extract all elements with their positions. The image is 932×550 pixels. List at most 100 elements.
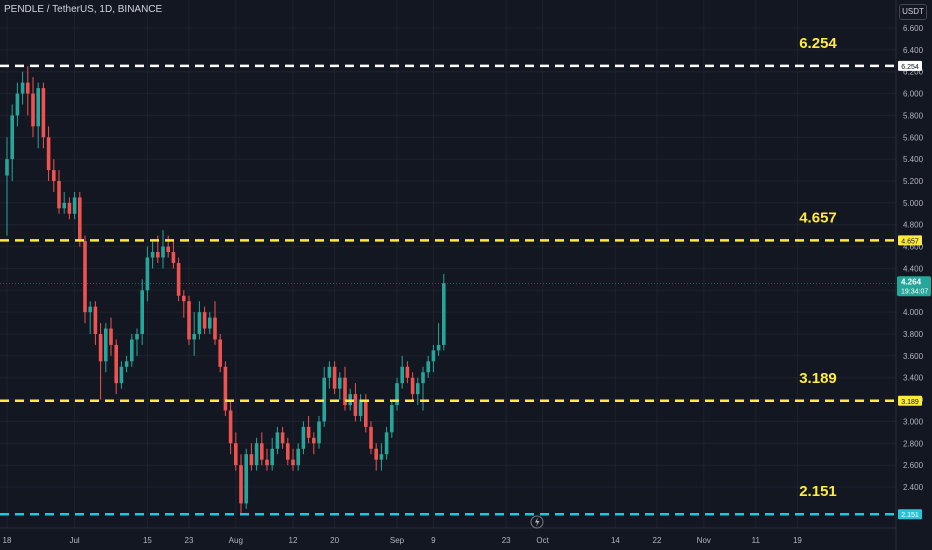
candle-body	[379, 454, 384, 460]
candle	[135, 328, 139, 356]
price-tick-label: 6.600	[903, 24, 924, 33]
candle-body	[249, 454, 254, 466]
candle-body	[119, 366, 124, 384]
candle	[317, 415, 321, 449]
price-tick-label: 2.400	[903, 483, 924, 492]
candle-body	[83, 241, 87, 313]
candle	[395, 377, 399, 411]
candle	[353, 383, 358, 422]
candle-body	[130, 339, 134, 362]
current-price-tag	[897, 276, 931, 297]
price-tick-label: 5.400	[903, 155, 924, 164]
candle-body	[364, 399, 368, 427]
candle	[239, 454, 243, 515]
candle-body	[104, 328, 108, 362]
candle-body	[72, 197, 77, 214]
time-tick-label: 23	[185, 536, 194, 545]
candle	[192, 312, 196, 356]
candle	[369, 421, 373, 455]
candle-body	[140, 290, 144, 334]
price-tick-label: 5.600	[903, 133, 924, 142]
candle-body	[10, 115, 14, 160]
price-tick-label: 3.000	[903, 417, 924, 426]
price-tick-label: 4.400	[903, 264, 924, 273]
candle	[166, 235, 170, 258]
candle-body	[36, 88, 40, 127]
candle-body	[57, 181, 61, 209]
candle-body	[46, 137, 51, 171]
candle	[124, 355, 129, 373]
candle-body	[62, 202, 66, 209]
candle	[176, 257, 181, 302]
candle-body	[265, 459, 269, 466]
candle-body	[20, 82, 25, 94]
candle-body	[358, 399, 363, 416]
candle	[343, 366, 347, 411]
price-tick-label: 4.000	[903, 308, 924, 317]
candle	[130, 334, 134, 367]
price-tick-label: 2.600	[903, 461, 924, 470]
candle	[223, 361, 228, 416]
candle	[358, 394, 363, 422]
candle-body	[52, 170, 56, 181]
candle-body	[254, 443, 259, 466]
candle	[265, 448, 269, 471]
time-tick-label: 18	[3, 536, 12, 545]
countdown-label: 19:34:07	[901, 288, 928, 295]
candles	[5, 66, 446, 515]
candle	[332, 361, 337, 395]
time-tick-label: Aug	[229, 536, 243, 545]
time-tick-label: 20	[330, 536, 339, 545]
candle-body	[332, 366, 337, 389]
level-axis-label: 4.657	[901, 238, 919, 245]
currency-unit-button[interactable]: USDT	[899, 4, 927, 20]
candle-body	[301, 426, 306, 449]
candle	[26, 66, 30, 116]
candle	[150, 241, 155, 269]
candle-body	[405, 366, 410, 378]
candle-body	[426, 361, 430, 373]
time-tick-label: 14	[611, 536, 620, 545]
candle	[338, 372, 342, 400]
candle-body	[5, 159, 9, 176]
time-tick-label: Jul	[69, 536, 79, 545]
candle	[306, 415, 311, 444]
lightning-icon	[535, 517, 540, 527]
candle	[78, 191, 82, 247]
candle	[286, 437, 290, 466]
candle	[62, 191, 66, 214]
candle	[436, 323, 441, 356]
price-tick-label: 6.200	[903, 68, 924, 77]
candle-body	[187, 301, 191, 340]
candle-body	[176, 262, 181, 296]
candle-body	[114, 344, 118, 384]
candle	[244, 448, 248, 509]
candle-body	[145, 257, 150, 291]
candle-body	[343, 377, 347, 406]
candle	[301, 421, 306, 455]
candle	[260, 432, 264, 466]
candle	[410, 372, 415, 400]
time-tick-label: Sep	[390, 536, 405, 545]
candle-body	[431, 350, 436, 362]
candle	[202, 306, 207, 334]
candle-body	[338, 377, 342, 389]
candle	[88, 301, 92, 334]
candle	[384, 426, 389, 460]
candle	[57, 170, 61, 214]
candle-body	[98, 334, 103, 362]
candle	[228, 399, 233, 455]
candle-body	[88, 306, 92, 313]
candle	[20, 71, 25, 105]
candle	[405, 361, 410, 384]
candle-body	[228, 410, 233, 444]
candle-body	[26, 82, 30, 94]
candle	[104, 323, 108, 373]
candle	[213, 301, 217, 345]
candle	[46, 126, 51, 181]
candle-body	[135, 334, 139, 340]
current-price-label: 4.264	[901, 277, 922, 286]
event-marker-icon	[530, 515, 544, 529]
candle	[312, 432, 316, 455]
